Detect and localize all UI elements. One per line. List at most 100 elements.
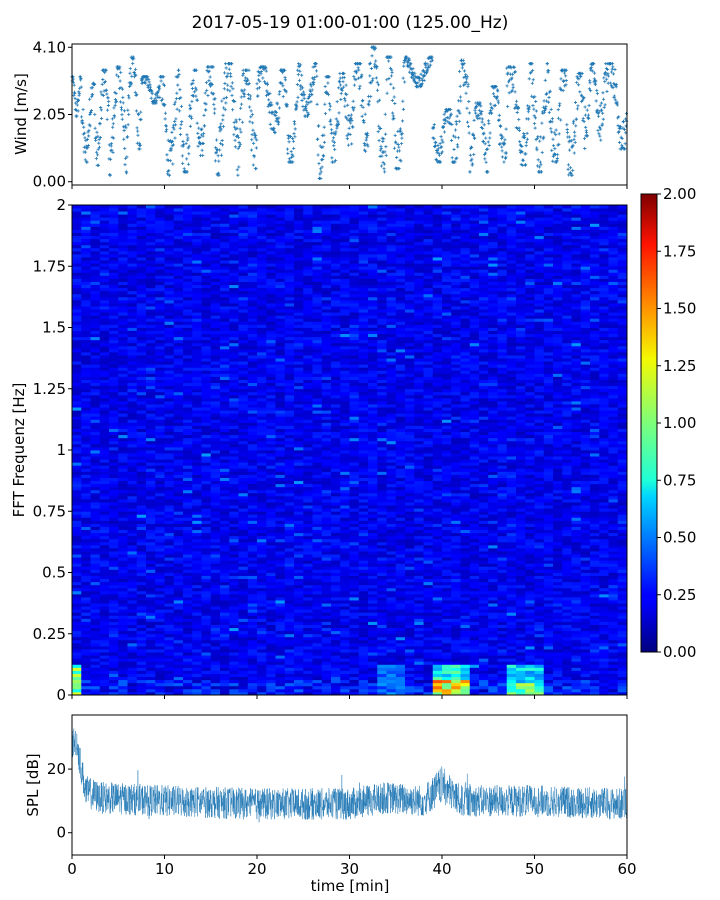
spectrogram-cell [451,593,461,598]
wind-point [351,125,355,129]
wind-point [94,138,98,142]
spectrogram-cell [580,569,591,573]
spectrogram-cell [192,673,202,678]
spectrogram-cell [247,655,258,659]
wind-point [97,141,101,145]
wind-point [289,150,293,154]
spectrogram-cell [432,618,443,622]
spectrogram-cell [460,649,471,653]
wind-point [206,93,210,98]
spectrogram-cell [257,612,267,616]
spectrogram-cell [423,584,434,589]
spectrogram-cell [479,593,489,598]
spectrogram-cell [173,587,184,592]
spectrogram-cell [192,609,202,613]
wind-point [568,166,573,170]
spectrogram-cell [247,612,258,616]
wind-point [600,122,604,126]
spectrogram-cell [395,609,406,613]
spectrogram-cell [553,691,563,696]
spectrogram-cell [349,572,360,576]
spectrogram-cell [155,624,165,629]
spectrogram-cell [460,670,471,674]
spectrogram-cell [127,606,138,610]
spectrogram-cell [155,535,165,540]
spectrogram-cell [303,587,313,592]
spectrogram-cell [109,667,119,671]
spectrogram-cell [386,615,397,619]
spectrogram-cell [72,606,82,610]
spectrogram-cell [368,636,378,641]
spectrogram-cell [442,618,452,622]
spectrogram-cell [192,642,202,647]
spectrogram-cell [460,566,471,570]
spectrogram-cell [146,682,156,687]
spectrogram-cell [257,535,267,540]
wind-point [132,70,136,74]
spectrogram-cell [479,627,489,632]
spectrogram-cell [562,532,572,537]
spectrogram-cell [423,557,434,561]
spectrogram-cell [553,670,563,674]
spectrogram-cell [90,569,101,573]
spectrogram-cell [90,597,101,601]
spectrogram-cell [617,584,628,589]
spectrogram-cell [617,566,628,570]
spectrogram-cell [571,590,582,595]
wind-point [204,108,208,112]
spectrogram-cell [543,532,554,537]
spectrogram-cell [590,606,600,610]
wind-point [213,159,217,163]
spectrogram-cell [405,618,415,622]
spectrogram-cell [506,673,517,678]
spectrogram-cell [340,600,350,604]
spectrogram-cell [247,548,258,552]
spectrogram-cell [146,676,156,681]
wind-point [361,98,365,102]
spectrogram-cell [220,554,230,558]
spectrogram-cell [164,652,175,656]
wind-point [593,71,597,75]
wind-point [400,132,404,136]
spectrogram-cell [506,551,517,555]
spectrogram-cell [164,584,175,589]
spectrogram-cell [284,548,295,552]
spectrogram-cell [497,581,508,586]
spectrogram-cell [617,557,628,561]
spectrogram-cell [460,578,471,583]
spectrogram-cell [395,639,406,644]
spectrogram-cell [516,554,526,558]
spectrogram-cell [136,535,147,540]
wind-point [490,111,494,115]
spectrogram-cell [303,661,313,665]
spectrogram-cell [506,566,517,570]
spectrogram-cell [525,535,535,540]
spectrogram-cell [368,652,378,656]
spectrogram-cell [220,572,230,576]
spectrogram-cell [571,667,582,671]
spectrogram-cell [118,548,128,552]
wind-point [517,128,521,133]
spectrogram-cell [192,541,202,546]
spectrogram-cell [331,609,341,613]
spectrogram-cell [358,575,369,580]
spectrogram-cell [127,584,138,589]
wind-point [202,124,207,128]
spectrogram-cell [590,685,600,690]
wind-point [459,99,463,103]
wind-point [436,147,440,151]
spectrogram-cell [127,615,138,619]
wind-point [352,106,356,110]
spectrogram-cell [155,572,165,576]
spectrogram-cell [460,655,471,659]
spectrogram-cell [516,603,526,607]
spectrogram-cell [479,569,489,573]
spectrogram-cell [432,630,443,635]
wind-point [202,131,206,136]
spectrogram-cell [257,538,267,543]
spectrogram-cell [99,563,110,567]
spectrogram-cell [164,551,175,555]
spectrogram-cell [451,670,461,674]
wind-point [545,91,549,95]
spectrogram-cell [580,652,591,656]
